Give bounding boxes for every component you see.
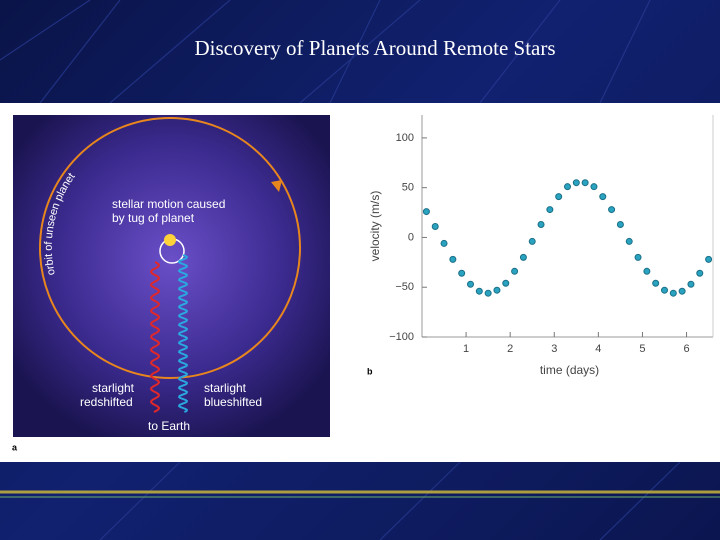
- x-axis-label: time (days): [540, 363, 599, 377]
- panel-label: b: [367, 366, 373, 376]
- orbit-arrow: [271, 180, 282, 192]
- y-tick-label: −100: [389, 331, 414, 343]
- data-point: [528, 237, 536, 245]
- red-label: starlight: [92, 381, 135, 395]
- data-point: [572, 179, 580, 187]
- red-wave: [149, 261, 161, 413]
- data-point: [502, 279, 510, 287]
- data-point: [511, 267, 519, 275]
- data-point: [625, 237, 633, 245]
- data-point: [590, 183, 598, 191]
- y-tick-label: −50: [395, 281, 414, 293]
- data-point: [652, 279, 660, 287]
- data-point: [634, 253, 642, 261]
- data-point: [440, 239, 448, 247]
- red-label: redshifted: [80, 395, 133, 409]
- data-point: [696, 269, 704, 277]
- x-tick-label: 2: [507, 343, 513, 355]
- data-point: [643, 267, 651, 275]
- x-tick-label: 1: [463, 343, 469, 355]
- data-point: [431, 222, 439, 230]
- data-point: [458, 269, 466, 277]
- data-point: [678, 287, 686, 295]
- data-point: [616, 221, 624, 229]
- data-point: [564, 183, 571, 191]
- panel-label: a: [12, 442, 18, 452]
- data-point: [422, 208, 430, 216]
- data-point: [493, 286, 501, 294]
- y-axis-label: velocity (m/s): [368, 191, 382, 262]
- slide-title: Discovery of Planets Around Remote Stars: [194, 36, 556, 60]
- data-point: [449, 255, 457, 263]
- panel-a-image: [13, 115, 330, 437]
- velocity-chart: 100 50 0 −50 −100 1 2 3 4 5 6 time (days) velocity (…: [367, 115, 714, 377]
- data-point: [484, 289, 492, 297]
- blue-label: starlight: [204, 381, 247, 395]
- y-tick-label: 100: [396, 132, 414, 144]
- blue-wave: [177, 254, 189, 413]
- motion-label: by tug of planet: [112, 211, 195, 225]
- data-point: [475, 287, 483, 295]
- data-point: [546, 206, 554, 214]
- data-point: [705, 255, 713, 263]
- blue-label: blueshifted: [204, 395, 262, 409]
- data-point: [608, 206, 616, 214]
- orbit: [39, 117, 301, 379]
- data-point: [555, 193, 563, 201]
- data-point: [599, 193, 607, 201]
- data-point: [687, 280, 695, 288]
- y-tick-label: 0: [408, 231, 414, 243]
- motion-label: stellar motion caused: [112, 197, 225, 211]
- data-point: [661, 286, 668, 294]
- y-tick-label: 50: [402, 182, 414, 194]
- x-tick-label: 4: [595, 343, 601, 355]
- x-tick-label: 3: [551, 343, 557, 355]
- star: [164, 234, 176, 246]
- earth-label: to Earth: [148, 419, 190, 433]
- data-point: [669, 289, 677, 297]
- data-point: [519, 253, 527, 261]
- data-point: [537, 221, 545, 229]
- data-point: [467, 280, 474, 288]
- data-point: [581, 179, 589, 187]
- x-tick-label: 6: [683, 343, 689, 355]
- x-tick-label: 5: [639, 343, 645, 355]
